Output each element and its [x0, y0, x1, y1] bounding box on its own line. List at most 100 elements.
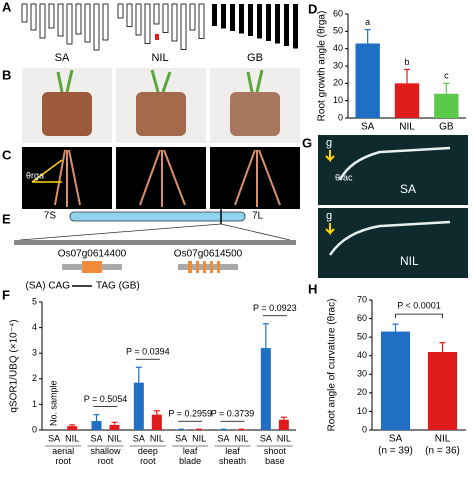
exon [82, 261, 102, 273]
y-tick-label: 20 [333, 78, 343, 88]
angle-label: θrga [26, 170, 44, 180]
arm-label: 7S [44, 211, 57, 222]
gene-label: Os07g0614500 [174, 249, 243, 260]
x-tick-label: NIL [192, 433, 206, 443]
x-tick-label: SA [90, 433, 102, 443]
p-value: P = 0.0923 [253, 303, 297, 313]
gravity-label: g [326, 210, 332, 222]
bar [427, 352, 458, 430]
bar [355, 43, 380, 118]
root-bar [84, 3, 91, 43]
decor [21, 3, 298, 51]
line-label: SA [55, 52, 70, 64]
root-bar [239, 4, 244, 34]
x-tick-label: SA [260, 433, 272, 443]
bar [67, 426, 78, 430]
x-tick-label: NIL [277, 433, 291, 443]
labels: A B C D E F G H SA NIL GB θrga 7S 7L Os0… [2, 0, 419, 302]
bracket [395, 313, 443, 319]
region [14, 240, 296, 245]
roots [328, 146, 451, 256]
y-tick-label: 70 [357, 294, 367, 304]
root-bar [266, 4, 271, 41]
x-tick-label: NIL [65, 433, 79, 443]
x-tick-label: NIL [150, 433, 164, 443]
line-label: GB [247, 52, 263, 64]
bar [109, 424, 120, 430]
note: No. sample [49, 380, 59, 426]
x-tick-label: NIL [107, 433, 121, 443]
y-tick-label: 0 [32, 424, 37, 434]
category-note: (n = 39) [378, 446, 413, 457]
y-axis-label: qSOR1/UBQ (×10⁻⁴) [9, 319, 20, 412]
root-bar [117, 3, 124, 19]
category-label: shoot base [264, 446, 287, 466]
root-bar [126, 3, 133, 27]
root-bar [293, 4, 298, 49]
pot [42, 92, 92, 136]
y-tick-label: 0 [338, 112, 343, 122]
category-label: aerial root [52, 446, 74, 466]
angle-lines [31, 159, 63, 183]
bar [151, 414, 162, 430]
bar [434, 93, 459, 118]
gravity-label: g [326, 137, 332, 149]
root-bar [30, 3, 37, 31]
p-value: P = 0.5054 [84, 394, 128, 404]
panel-letter: F [2, 287, 10, 302]
y-tick-label: 60 [357, 313, 367, 323]
photo [318, 135, 468, 205]
y-tick-label: 40 [333, 43, 343, 53]
significance-letter: c [444, 71, 449, 81]
root-bar [21, 3, 28, 23]
y-tick-label: 5 [32, 296, 37, 306]
root-bar [171, 3, 178, 42]
bar [278, 419, 289, 430]
y-tick-label: 2 [32, 373, 37, 383]
y-tick-label: 10 [333, 95, 343, 105]
root-bar [275, 4, 280, 44]
photo [318, 208, 468, 278]
y-tick-label: 50 [333, 26, 343, 36]
root-bar [257, 4, 262, 39]
y-tick-label: 4 [32, 322, 37, 332]
root-bar [144, 3, 151, 44]
root-bar [221, 4, 226, 29]
y-axis-label: Root angle of curvature (θrac) [327, 299, 338, 432]
x-tick-label: SA [217, 433, 229, 443]
gravity-arrow [325, 150, 335, 236]
x-tick-label: SA [133, 433, 145, 443]
y-tick-label: 1 [32, 399, 37, 409]
x-tick-label: NIL [234, 433, 248, 443]
zoom-lines [19, 223, 291, 241]
root-bar [102, 3, 109, 41]
y-tick-label: 20 [357, 387, 367, 397]
root-bar [162, 3, 169, 33]
x-tick-label: NIL [399, 122, 415, 133]
root-bar [135, 3, 142, 36]
root-bar [93, 3, 100, 51]
y-tick-label: 0 [362, 424, 367, 434]
exons [188, 261, 220, 273]
x-tick-label: SA [175, 433, 187, 443]
mutation: TAG (GB) [96, 281, 140, 292]
panel-letter: E [2, 211, 11, 226]
root-bar [248, 4, 253, 36]
y-tick-label: 50 [357, 332, 367, 342]
x-tick-label: GB [439, 122, 454, 133]
panel-letter: C [2, 147, 12, 162]
root-bar [39, 3, 46, 39]
p-value: P < 0.0001 [397, 301, 441, 311]
pot [230, 92, 280, 136]
y-axis-label: Root growth angle (θrga) [317, 11, 328, 122]
category-label: deep root [138, 446, 158, 466]
arm-label: 7L [252, 211, 264, 222]
p-value: P = 0.2959 [168, 409, 212, 419]
root-bar [189, 3, 196, 31]
significance-letter: a [365, 17, 370, 27]
gene-model [178, 264, 238, 270]
panel-letter: A [2, 0, 12, 14]
shoots [56, 69, 264, 93]
y-tick-label: 40 [357, 350, 367, 360]
